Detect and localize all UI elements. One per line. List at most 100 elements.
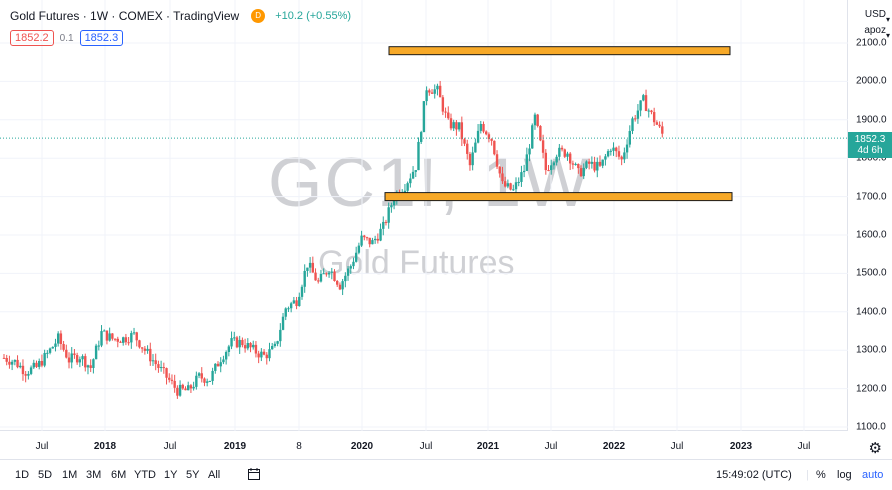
candle-body (187, 385, 190, 391)
clock-time[interactable]: 15:49:02 (UTC) (716, 469, 792, 481)
log-toggle[interactable]: log (837, 469, 852, 481)
candle-body (452, 122, 455, 129)
candle-body (281, 316, 285, 330)
delayed-badge[interactable]: D (251, 9, 266, 23)
time-tick: Jul (419, 441, 433, 452)
range-button-6m[interactable]: 6M (111, 469, 127, 481)
range-button-all[interactable]: All (208, 469, 221, 481)
settings-gear-icon[interactable]: ⚙ (868, 440, 882, 457)
candle-body (252, 344, 255, 348)
candle-body (514, 182, 518, 190)
chevron-down-icon[interactable]: ▾ (885, 31, 890, 40)
candle-body (455, 122, 458, 130)
candle-body (67, 357, 71, 363)
range-button-ytd[interactable]: YTD (134, 469, 156, 481)
candle-body (127, 342, 130, 344)
candle-body (103, 330, 106, 332)
candle-body (40, 360, 44, 366)
candle-body (406, 183, 409, 191)
candle-body (200, 373, 203, 379)
scale-mode-selector[interactable]: apoz (864, 25, 886, 36)
candle-body (325, 273, 328, 275)
candle-body (449, 118, 453, 129)
candle-body (327, 272, 331, 275)
price-tick: 1300.0 (856, 344, 887, 356)
auto-toggle[interactable]: auto (862, 469, 884, 481)
candle-body (35, 362, 38, 367)
candle-body (501, 173, 504, 182)
price-tick: 1100.0 (856, 421, 886, 433)
candle-body (558, 147, 561, 157)
candle-body (625, 144, 629, 153)
candle-body (547, 170, 550, 172)
candle-body (322, 273, 325, 275)
chart-area[interactable]: GC1!, 1W Gold Futures Gold Futures · 1W … (0, 0, 848, 431)
candle-body (471, 152, 474, 166)
candle-body (170, 379, 174, 381)
candle-body (113, 338, 117, 340)
buy-price-button[interactable]: 1852.3 (79, 30, 124, 46)
calendar-goto-icon[interactable] (247, 467, 261, 484)
range-button-1y[interactable]: 1Y (164, 469, 178, 481)
candle-body (279, 329, 282, 342)
candle-body (349, 266, 352, 269)
range-button-1m[interactable]: 1M (62, 469, 78, 481)
candle-body (438, 85, 442, 98)
price-tick: 2100.0 (856, 37, 887, 49)
symbol-title[interactable]: Gold Futures · 1W · COMEX · TradingView (10, 9, 240, 23)
candle-body (582, 167, 585, 177)
candle-body (568, 153, 572, 164)
candle-body (487, 134, 491, 139)
candle-body (612, 147, 615, 151)
candle-body (289, 303, 293, 309)
range-button-5d[interactable]: 5D (38, 469, 53, 481)
candle-body (173, 380, 176, 388)
range-button-1d[interactable]: 1D (15, 469, 30, 481)
time-tick: 2021 (476, 441, 500, 452)
time-axis[interactable]: Jul 2018 Jul 2019 8 2020 Jul 2021 Jul 2022 Jul 2023… (0, 431, 848, 459)
candle-body (652, 112, 656, 123)
percent-toggle[interactable]: % (816, 469, 826, 481)
candle-body (189, 385, 193, 389)
chevron-down-icon[interactable]: ▾ (885, 15, 890, 24)
candle-body (262, 351, 266, 355)
candle-body (647, 110, 650, 112)
candle-body (162, 367, 166, 369)
candle-body (360, 235, 363, 246)
candle-body (425, 90, 428, 102)
candle-body (474, 142, 477, 153)
candle-body (317, 280, 320, 282)
countdown-value: 4d 6h (857, 145, 883, 156)
range-button-5y[interactable]: 5Y (186, 469, 200, 481)
candle-body (447, 112, 450, 119)
time-tick: 2020 (350, 441, 374, 452)
candle-body (636, 110, 640, 119)
sell-price-button[interactable]: 1852.2 (10, 30, 54, 46)
candle-body (587, 161, 591, 164)
candle-body (227, 346, 231, 352)
candle-body (311, 262, 315, 273)
candle-body (308, 262, 312, 268)
candle-body (243, 345, 247, 349)
candle-body (241, 339, 244, 346)
currency-selector[interactable]: USD (865, 9, 886, 20)
candle-body (298, 296, 301, 307)
price-chart[interactable] (0, 0, 848, 431)
candle-body (246, 343, 250, 349)
candle-body (249, 343, 252, 348)
price-axis[interactable]: USD ▾ apoz ▾ 2100.0 2000.0 1900.0 1800.0 170… (848, 0, 892, 433)
candle-body (5, 357, 8, 362)
candle-body (59, 333, 63, 345)
candle-body (520, 172, 523, 182)
time-tick: Jul (797, 441, 811, 452)
watermark-symbol: GC1!, 1W (268, 143, 592, 221)
candle-body (430, 92, 434, 94)
candle-body (149, 348, 152, 362)
range-button-3m[interactable]: 3M (86, 469, 102, 481)
candle-body (81, 356, 84, 360)
watermark-name: Gold Futures (318, 244, 515, 282)
candle-body (522, 170, 526, 173)
candle-body (441, 97, 445, 112)
price-tick: 1200.0 (856, 383, 887, 395)
candle-body (371, 240, 374, 245)
